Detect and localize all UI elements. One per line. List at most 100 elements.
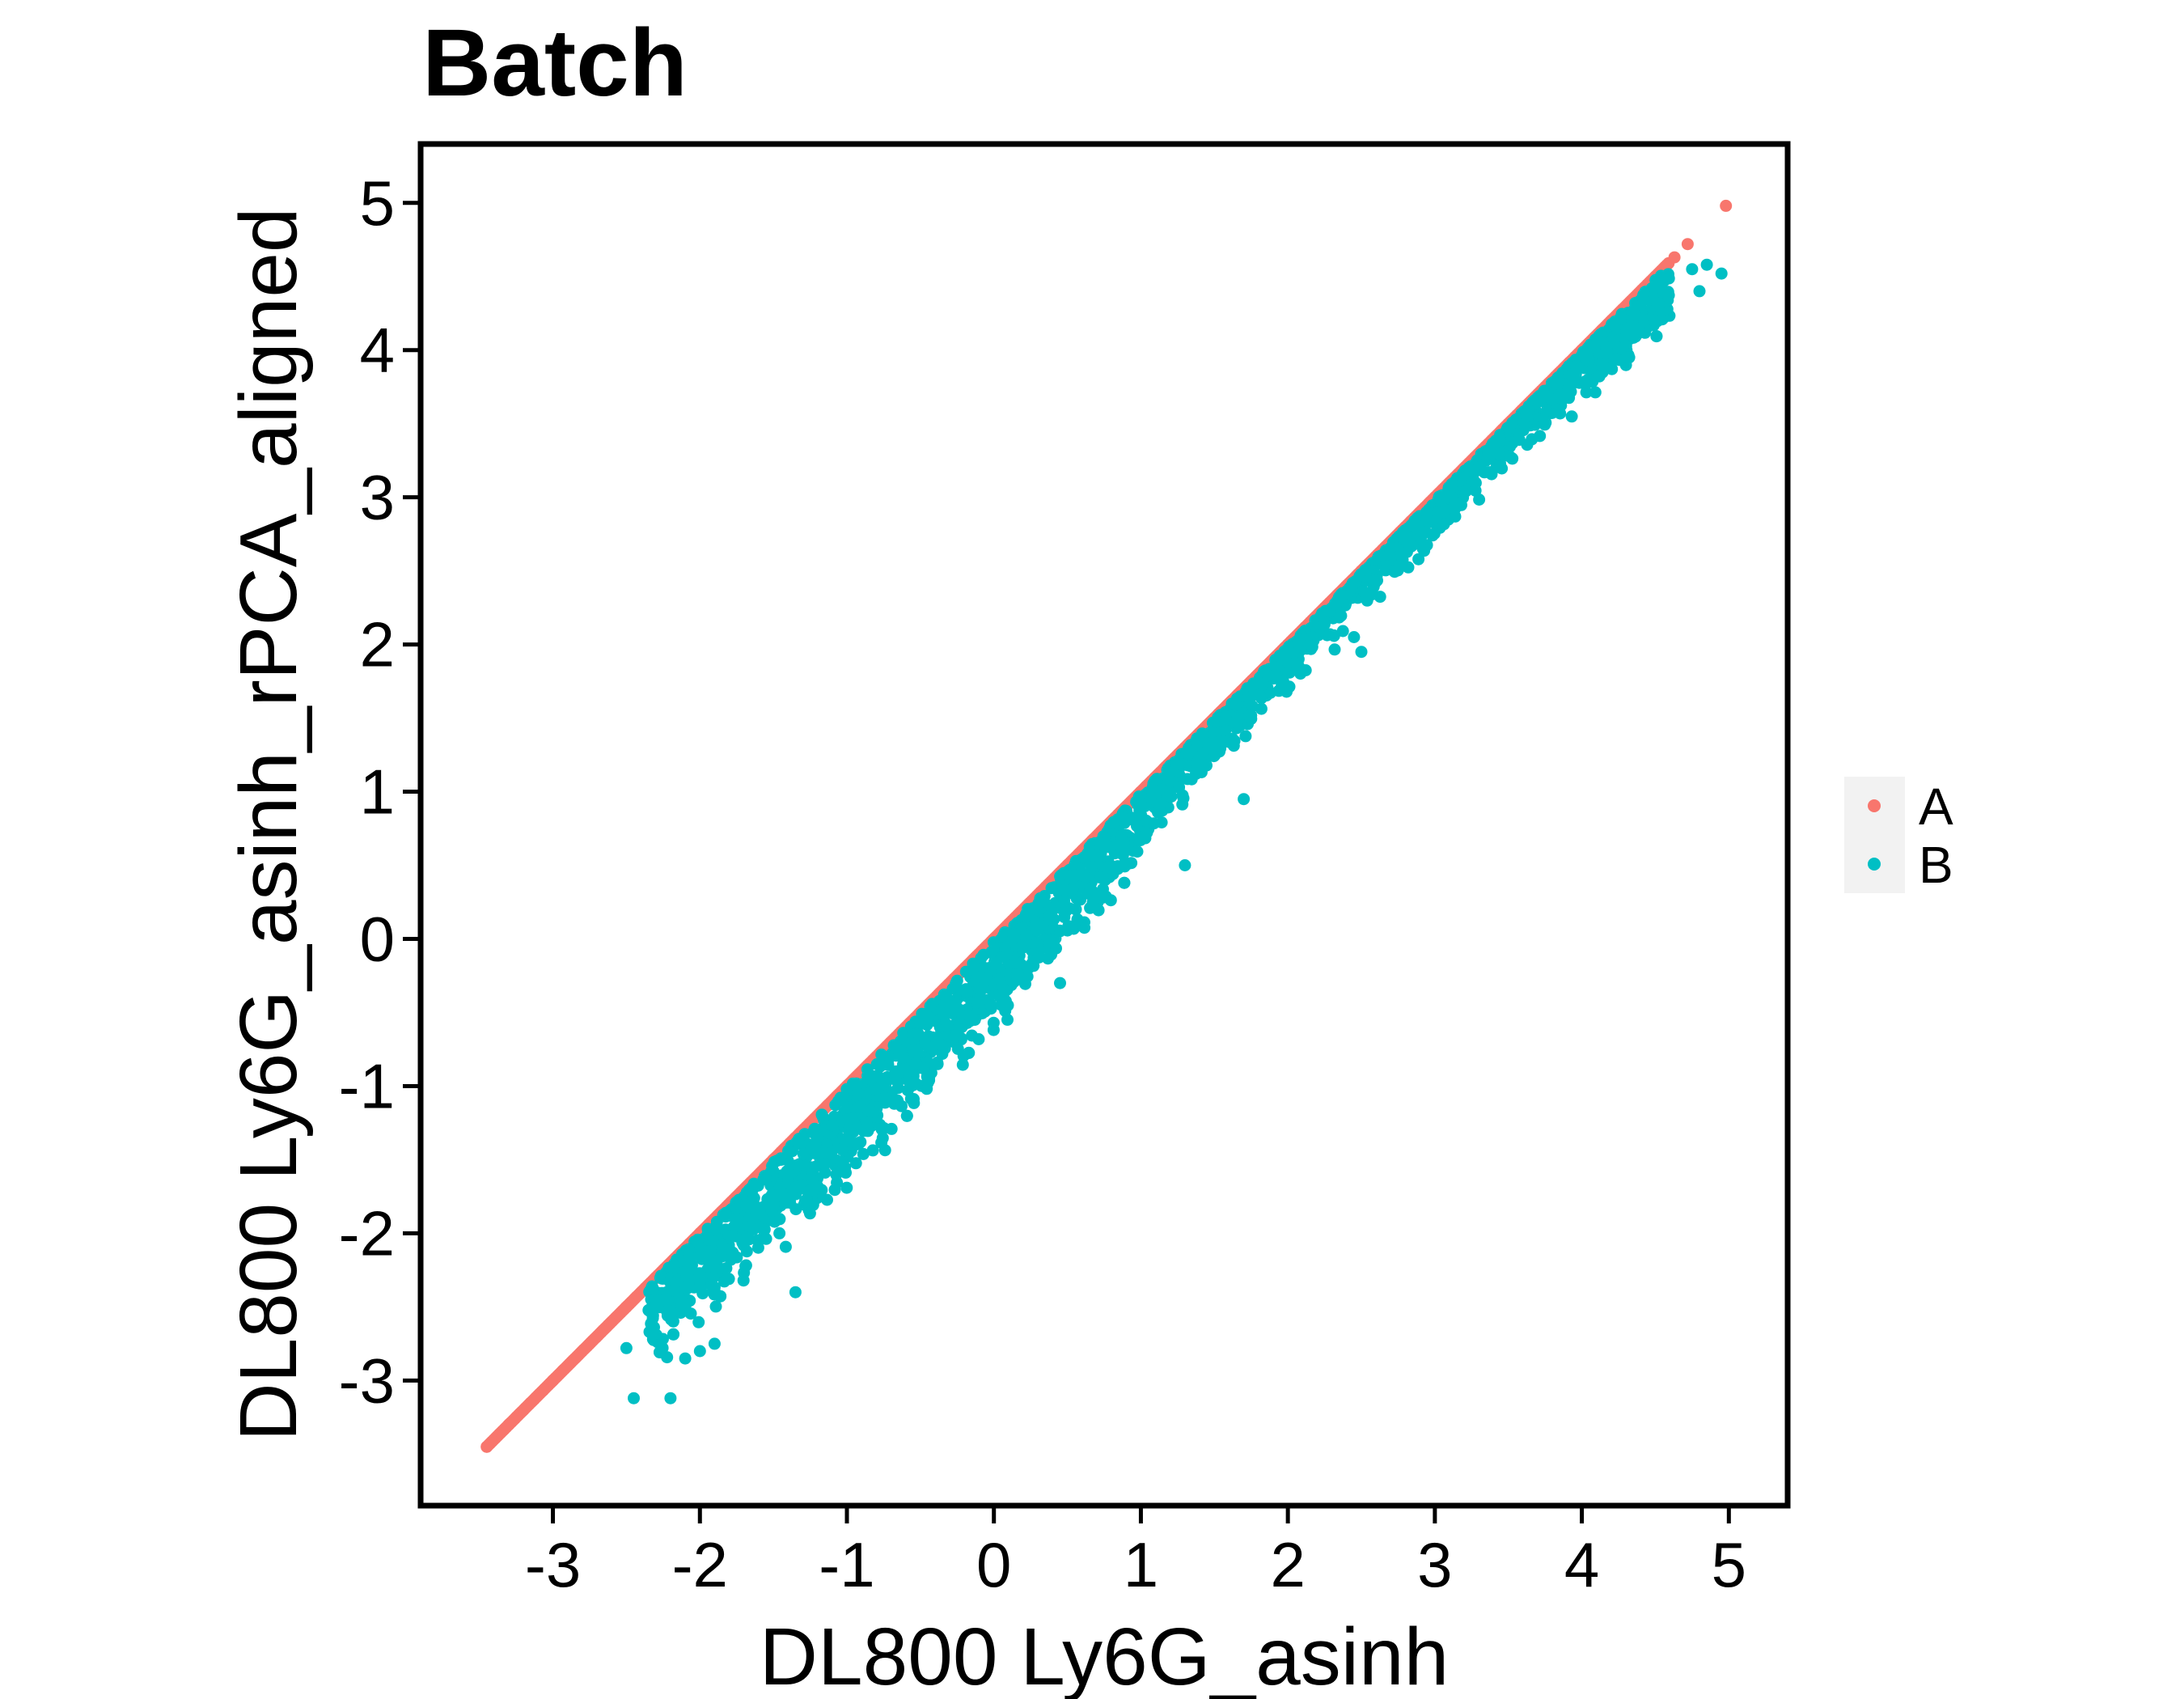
series-b-point xyxy=(975,970,988,983)
series-b-point xyxy=(1245,709,1258,722)
series-b-point xyxy=(942,1019,954,1032)
series-b-point xyxy=(1513,434,1526,447)
y-tick-label: 0 xyxy=(360,904,395,975)
series-b-point xyxy=(1314,610,1327,623)
series-b-point xyxy=(1256,678,1269,691)
series-b-point xyxy=(1492,447,1505,460)
series-b-point xyxy=(1609,320,1622,333)
series-b-point xyxy=(900,1109,913,1122)
series-b-point xyxy=(797,1147,810,1160)
series-b-point xyxy=(1228,735,1241,748)
series-a-point xyxy=(502,1418,515,1431)
series-b-point xyxy=(842,1124,855,1137)
series-b-point xyxy=(1085,861,1098,874)
series-b-point xyxy=(1659,289,1672,302)
series-b-point xyxy=(1054,977,1066,989)
series-b-point xyxy=(732,1213,745,1226)
series-a-point xyxy=(480,1440,493,1453)
series-b-point xyxy=(780,1192,793,1205)
series-b-point xyxy=(912,1027,925,1040)
series-b-point xyxy=(1568,369,1581,382)
series-b-point xyxy=(1554,407,1567,420)
series-b-point xyxy=(921,1076,934,1089)
series-b-point xyxy=(1019,910,1032,923)
series-b-point xyxy=(1125,811,1138,824)
series-b-point xyxy=(682,1243,695,1256)
series-b-point xyxy=(995,998,1008,1011)
series-b-point xyxy=(880,1092,893,1105)
series-b-point xyxy=(696,1287,709,1300)
series-b-point xyxy=(765,1205,778,1218)
series-b-point xyxy=(1230,698,1242,711)
y-tick-label: 2 xyxy=(360,609,395,680)
legend: A B xyxy=(1844,777,1953,894)
series-b-point xyxy=(800,1193,813,1206)
series-b-point xyxy=(1636,291,1649,304)
series-b-point xyxy=(773,1213,786,1226)
series-b-point xyxy=(1506,452,1519,465)
series-b-point xyxy=(1624,320,1637,333)
series-b-point xyxy=(1418,544,1431,557)
series-b-point xyxy=(1086,849,1099,862)
series-b-point xyxy=(826,1119,839,1132)
y-tick-label: 3 xyxy=(360,462,395,533)
series-b-point xyxy=(674,1296,687,1309)
series-b-point xyxy=(1045,882,1058,895)
series-b-point xyxy=(901,1065,914,1078)
series-b-point xyxy=(869,1083,882,1096)
series-b-point xyxy=(1050,942,1062,955)
series-b-point xyxy=(967,957,980,970)
series-b-point xyxy=(985,946,998,959)
series-b-point xyxy=(1506,417,1519,430)
y-axis-title: DL800 Ly6G_asinh_rPCA_aligned xyxy=(223,207,314,1441)
series-b-point xyxy=(693,1345,706,1358)
series-b-point xyxy=(963,1046,976,1059)
series-b-point xyxy=(987,1023,1000,1036)
series-b-point xyxy=(853,1100,866,1113)
series-b-point xyxy=(1005,934,1018,947)
series-b-point xyxy=(1062,920,1075,933)
series-b-point xyxy=(670,1275,683,1288)
series-b-point xyxy=(1210,726,1223,739)
series-a-point xyxy=(620,1300,633,1313)
series-b-point xyxy=(1079,871,1092,883)
series-b-point xyxy=(907,1043,920,1056)
series-b-point xyxy=(1428,527,1441,540)
series-b-point xyxy=(679,1255,692,1268)
series-b-point xyxy=(1432,506,1445,519)
y-tick-label: -2 xyxy=(339,1197,395,1269)
series-b-point xyxy=(1437,518,1450,531)
series-b-point xyxy=(1103,861,1116,874)
series-b-point xyxy=(1144,792,1157,805)
series-b-point xyxy=(866,1144,879,1157)
series-b-point xyxy=(782,1172,794,1185)
series-b-point xyxy=(1463,464,1476,476)
series-b-point xyxy=(963,1009,976,1022)
series-b-point xyxy=(1153,801,1166,814)
y-tick-label: 5 xyxy=(360,167,395,239)
series-b-point xyxy=(1283,666,1296,679)
series-b-point xyxy=(722,1273,735,1286)
series-b-point xyxy=(1379,564,1392,577)
series-b-point xyxy=(1071,913,1084,926)
series-b-point xyxy=(661,1305,674,1318)
series-b-point xyxy=(1055,869,1068,882)
series-b-point xyxy=(720,1209,733,1222)
x-axis-title: DL800 Ly6G_asinh xyxy=(760,1612,1449,1699)
series-b-point xyxy=(767,1164,780,1177)
series-b-point xyxy=(1097,891,1110,904)
series-b-point xyxy=(1627,305,1640,318)
legend-key-a-marker xyxy=(1868,799,1881,812)
series-b-point xyxy=(708,1337,721,1350)
series-b-point xyxy=(679,1281,692,1294)
series-b-point xyxy=(1615,342,1627,355)
series-b-point xyxy=(1610,353,1623,366)
series-b-point xyxy=(1131,845,1144,858)
series-b-point xyxy=(1033,918,1046,931)
series-b-point xyxy=(835,1155,848,1168)
series-b-point xyxy=(1191,759,1203,772)
legend-key-b-marker xyxy=(1868,858,1881,871)
series-b-point xyxy=(1107,816,1120,828)
series-b-point xyxy=(875,1136,888,1149)
